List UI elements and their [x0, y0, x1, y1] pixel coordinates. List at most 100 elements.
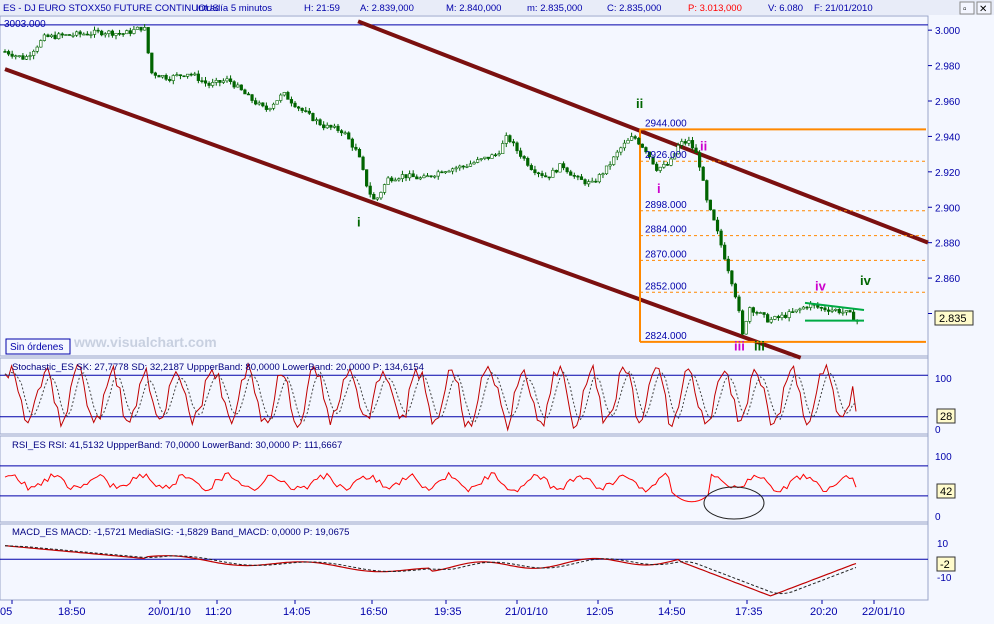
candle-body — [436, 171, 440, 177]
candle-body — [135, 26, 140, 30]
date-value: F: 21/01/2010 — [814, 3, 873, 14]
price-tick-label: 2.900 — [935, 203, 960, 214]
fib-level-label: 2870.000 — [645, 249, 687, 260]
candle-body — [522, 156, 526, 159]
close-button[interactable] — [976, 1, 992, 15]
candle-body — [547, 176, 551, 179]
candle-body — [339, 130, 344, 134]
candle-body — [243, 89, 247, 95]
candle-body — [476, 159, 480, 163]
candle-body — [744, 320, 748, 335]
candle-body — [411, 173, 415, 178]
price-tick-label: 2.960 — [935, 97, 960, 108]
candle-body — [203, 80, 208, 84]
candle-body — [261, 102, 265, 107]
candle-body — [447, 170, 451, 173]
candle-body — [375, 197, 379, 200]
candle-body — [239, 84, 243, 91]
rsi-line — [4, 471, 857, 503]
candle-body — [762, 312, 766, 315]
candle-body — [637, 138, 641, 145]
x-axis-label: 11:20 — [205, 606, 232, 618]
lower-channel-line — [4, 67, 802, 360]
price-tick-label: 2.980 — [935, 62, 960, 73]
candle-body — [454, 167, 458, 170]
candle-body — [465, 166, 469, 168]
candle-body — [798, 308, 802, 311]
candle-body — [57, 33, 61, 40]
price-current-value: 2.835 — [939, 313, 967, 325]
wave-label-magenta: ii — [700, 139, 707, 154]
price-layer — [0, 19, 929, 360]
candle-body — [683, 141, 687, 144]
candle-body — [390, 177, 394, 182]
title-bar — [0, 0, 994, 15]
candle-body — [844, 310, 849, 313]
candle-body — [834, 309, 838, 311]
candle-body — [164, 75, 168, 80]
candle-body — [501, 143, 505, 154]
candle-body — [619, 147, 623, 153]
candle-body — [318, 119, 322, 126]
candle-body — [89, 34, 93, 36]
candle-body — [14, 55, 18, 58]
candle-body — [665, 164, 669, 166]
candle-body — [271, 103, 276, 109]
candle-body — [511, 141, 516, 144]
x-axis-label: 12:05 — [586, 606, 614, 618]
candle-body — [472, 162, 476, 165]
candle-body — [246, 93, 251, 96]
sin-ordenes-button[interactable] — [5, 338, 71, 355]
candle-body — [851, 311, 856, 321]
candle-body — [17, 55, 21, 57]
candle-body — [53, 34, 57, 40]
candle-body — [10, 53, 14, 57]
fib-level-label: 2898.000 — [645, 200, 687, 211]
candle-body — [297, 106, 301, 109]
candle-body — [604, 165, 609, 175]
candle-body — [160, 75, 165, 78]
candle-body — [24, 56, 29, 60]
candle-body — [350, 138, 354, 148]
max-value: M: 2.840,000 — [446, 3, 501, 14]
restore-button[interactable] — [959, 1, 975, 15]
candle-body — [508, 135, 512, 142]
x-axis-label: 16:50 — [360, 606, 388, 618]
candle-body — [3, 51, 7, 53]
candle-body — [561, 163, 566, 169]
candle-body — [569, 171, 573, 176]
candle-body — [92, 29, 97, 35]
candle-body — [440, 171, 444, 174]
candle-body — [200, 80, 204, 82]
candle-body — [32, 50, 36, 56]
candle-body — [633, 136, 637, 139]
fib-level-label: 2944.000 — [645, 118, 687, 129]
candle-body — [82, 33, 86, 36]
triangle-upper-line — [804, 301, 865, 311]
wave-label-magenta: iii — [734, 339, 745, 354]
candle-body — [28, 55, 32, 57]
candle-body — [540, 173, 544, 176]
candle-body — [286, 92, 290, 100]
symbol-title: ES - DJ EURO STOXX50 FUTURE CONTINUOUS — [3, 3, 219, 14]
candle-body — [830, 309, 834, 312]
rsi-current-badge — [936, 483, 956, 499]
price-tick-label: 2.860 — [935, 274, 960, 285]
candle-body — [110, 30, 115, 36]
candle-body — [694, 147, 698, 153]
x-axis-label: 18:50 — [58, 606, 86, 618]
price-current-badge — [934, 310, 974, 326]
candle-body — [805, 306, 809, 309]
stoch-tick-100: 100 — [935, 374, 952, 385]
candle-body — [329, 124, 333, 128]
candle-body — [293, 102, 297, 108]
candle-body — [629, 136, 634, 141]
candle-body — [143, 27, 147, 31]
candle-body — [536, 172, 541, 175]
candle-body — [701, 166, 705, 181]
candle-body — [35, 46, 39, 52]
candle-body — [776, 316, 780, 318]
candle-body — [518, 150, 523, 157]
candle-body — [408, 173, 412, 179]
